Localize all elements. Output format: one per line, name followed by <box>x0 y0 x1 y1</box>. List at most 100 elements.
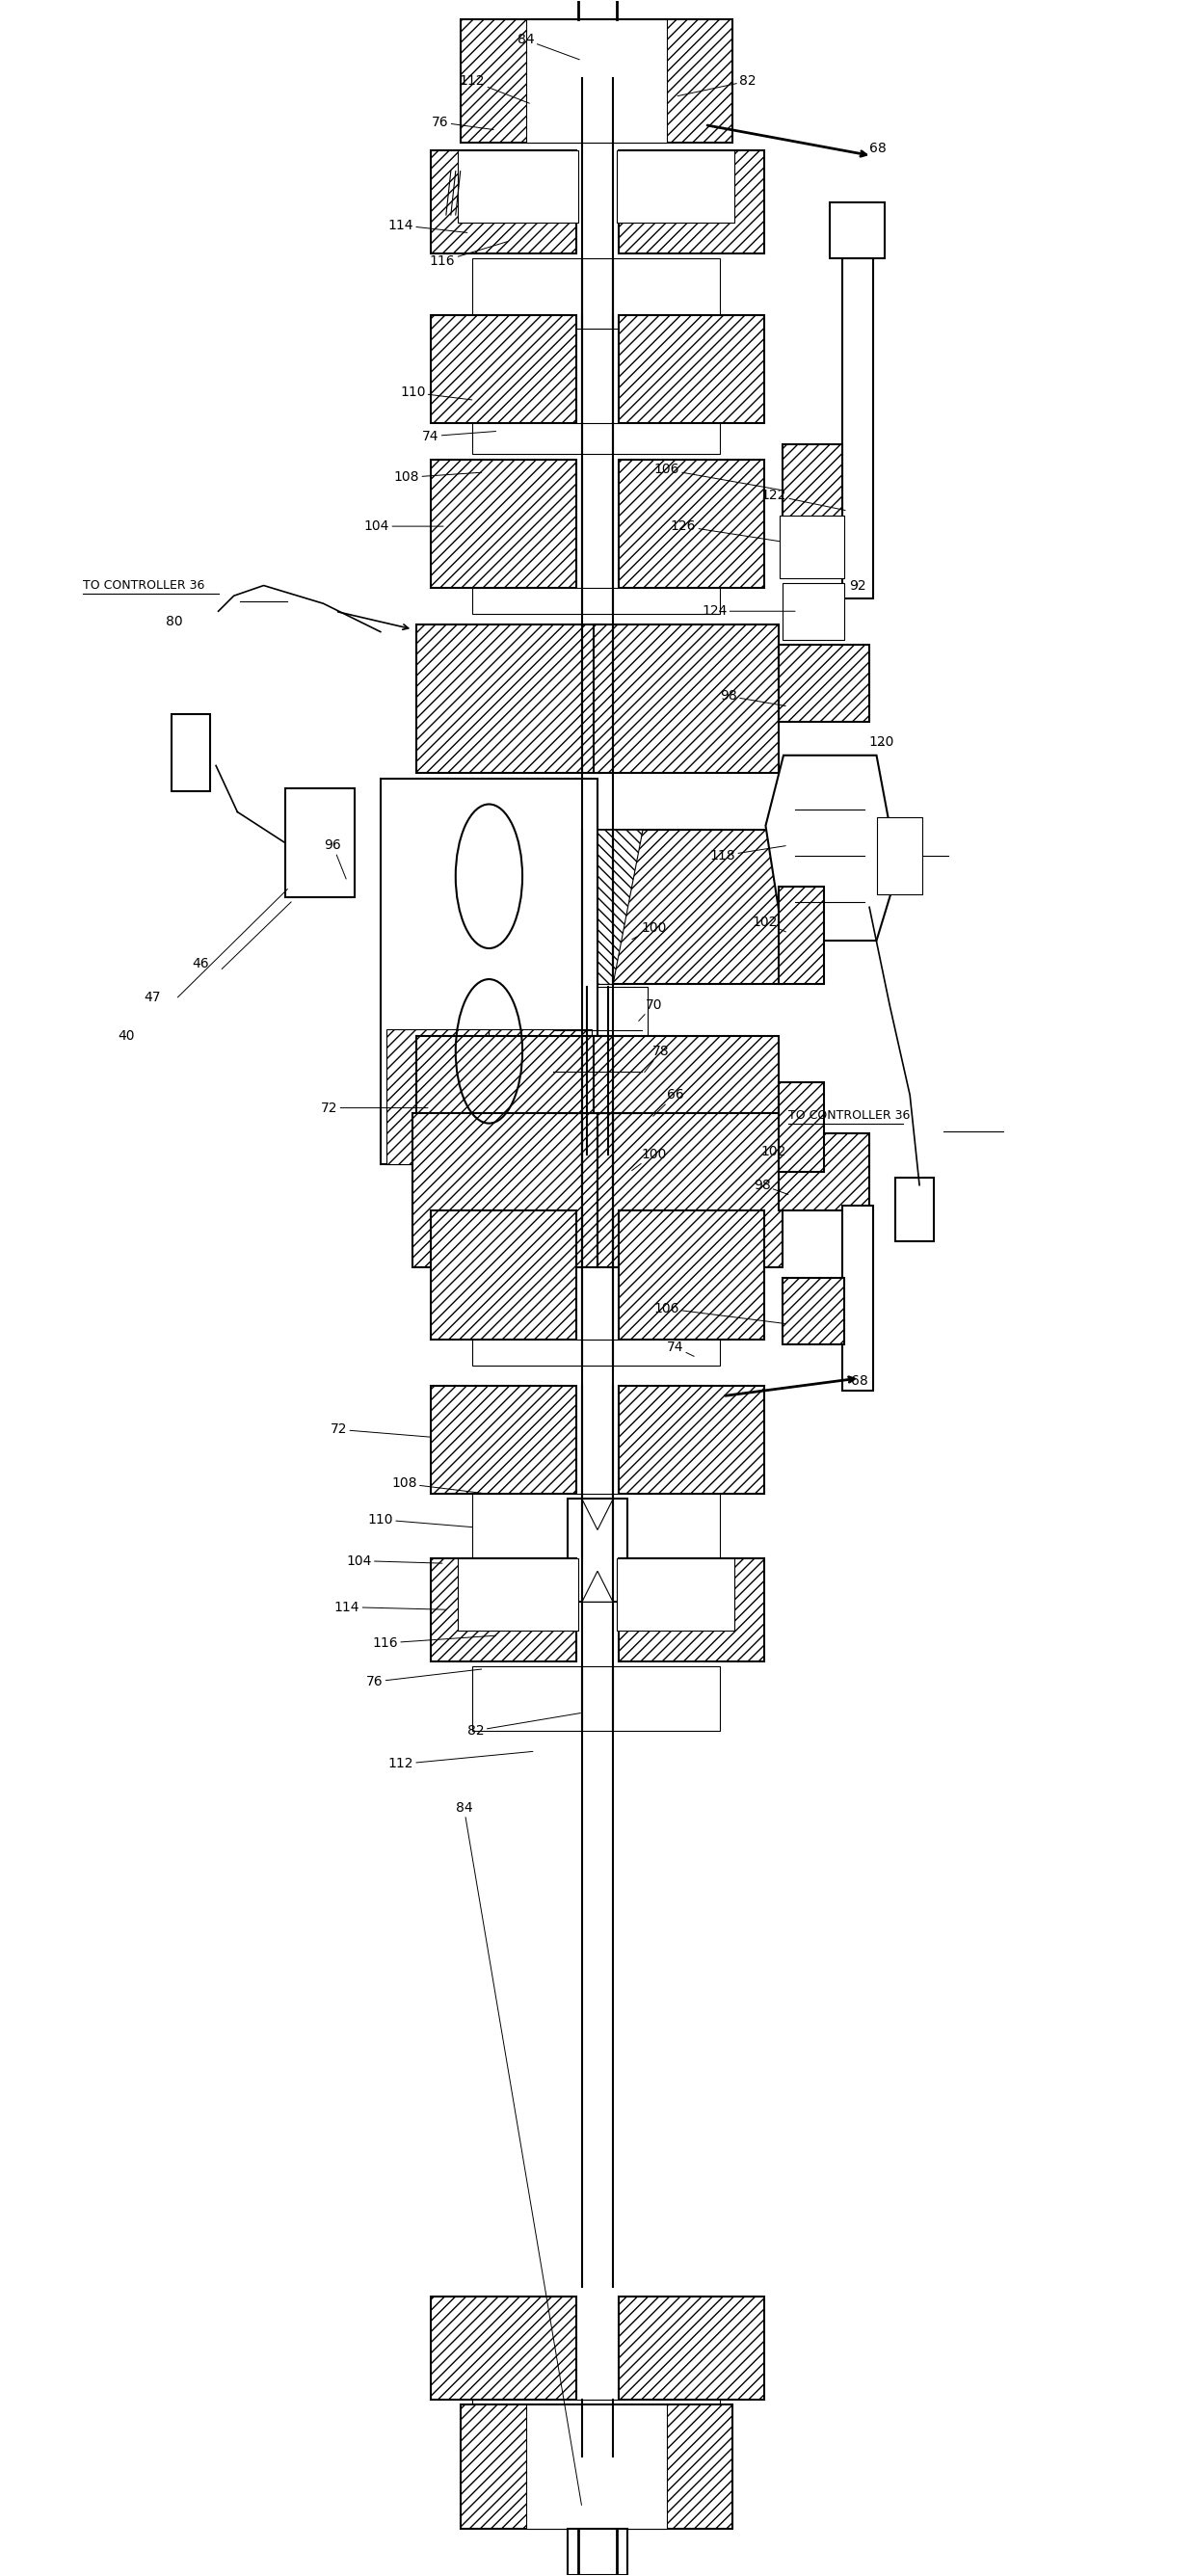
Bar <box>619 2298 765 2401</box>
Bar <box>472 258 721 327</box>
Text: 76: 76 <box>431 116 494 129</box>
Bar <box>619 1386 765 1494</box>
Bar <box>286 788 354 896</box>
Bar <box>430 314 576 422</box>
Bar <box>547 987 648 1154</box>
Bar <box>472 422 721 453</box>
Bar <box>472 2401 721 2458</box>
Bar <box>568 2527 627 2573</box>
Bar <box>783 443 842 520</box>
Bar <box>876 817 921 894</box>
Text: 84: 84 <box>517 33 580 59</box>
Text: 100: 100 <box>632 922 667 940</box>
Text: 74: 74 <box>422 430 496 443</box>
Polygon shape <box>766 755 897 940</box>
Bar <box>430 1386 576 1494</box>
Bar <box>489 1030 592 1164</box>
Text: 104: 104 <box>364 520 443 533</box>
Text: 108: 108 <box>392 1476 485 1494</box>
Text: 72: 72 <box>320 1100 428 1115</box>
Bar <box>779 1082 825 1172</box>
Bar <box>619 149 765 252</box>
Text: 112: 112 <box>388 1752 533 1770</box>
Text: 124: 124 <box>701 605 795 618</box>
Bar <box>619 314 765 422</box>
Text: 114: 114 <box>388 219 467 232</box>
Text: 40: 40 <box>118 1028 135 1043</box>
Text: 104: 104 <box>347 1553 442 1569</box>
Text: 96: 96 <box>324 840 347 878</box>
Text: 112: 112 <box>460 75 529 103</box>
Text: 98: 98 <box>754 1177 789 1195</box>
Bar <box>526 21 667 142</box>
Bar <box>458 149 578 222</box>
Bar <box>842 1206 872 1391</box>
Bar <box>619 1211 765 1340</box>
Bar <box>619 459 765 587</box>
Polygon shape <box>582 1571 613 1602</box>
Text: 47: 47 <box>145 989 161 1005</box>
Bar <box>842 258 872 598</box>
Bar <box>783 1278 845 1345</box>
Text: 100: 100 <box>632 1146 667 1170</box>
Text: 92: 92 <box>848 580 866 592</box>
Bar <box>780 515 845 577</box>
Text: 84: 84 <box>455 1801 582 2504</box>
Text: 122: 122 <box>761 489 845 510</box>
Bar <box>617 1558 735 1631</box>
Text: 114: 114 <box>335 1600 446 1613</box>
Bar <box>412 1113 598 1267</box>
Bar <box>472 587 721 613</box>
Text: 110: 110 <box>400 386 472 399</box>
Bar <box>380 778 598 1164</box>
Text: 66: 66 <box>654 1087 684 1115</box>
Bar <box>430 149 576 252</box>
Text: TO CONTROLLER 36: TO CONTROLLER 36 <box>789 1110 911 1123</box>
Bar <box>472 1340 721 1365</box>
Bar <box>472 1494 721 1558</box>
Bar <box>779 886 825 984</box>
Text: 76: 76 <box>366 1669 482 1687</box>
Bar <box>594 1036 779 1185</box>
Text: 78: 78 <box>644 1043 669 1072</box>
Text: 70: 70 <box>638 997 662 1020</box>
Bar <box>895 1177 933 1242</box>
Bar <box>412 829 598 984</box>
Bar <box>568 1499 627 1602</box>
Bar <box>472 1667 721 1731</box>
Bar <box>779 1133 869 1211</box>
Text: 120: 120 <box>869 737 894 750</box>
Bar <box>526 2406 667 2527</box>
Text: 118: 118 <box>710 845 785 863</box>
Text: 102: 102 <box>752 917 786 933</box>
Bar <box>430 459 576 587</box>
Bar <box>460 2406 733 2527</box>
Text: 110: 110 <box>368 1512 472 1528</box>
Text: 46: 46 <box>192 958 209 971</box>
Bar <box>617 149 735 222</box>
Text: 106: 106 <box>654 464 779 489</box>
Text: 106: 106 <box>654 1301 785 1324</box>
Polygon shape <box>552 829 643 984</box>
Bar <box>430 1211 576 1340</box>
Text: 82: 82 <box>467 1713 581 1736</box>
Bar <box>430 1558 576 1662</box>
Bar <box>598 829 783 984</box>
Polygon shape <box>582 1499 613 1530</box>
Bar <box>430 2298 576 2401</box>
Text: 72: 72 <box>330 1422 430 1437</box>
Bar <box>831 201 884 258</box>
Bar <box>594 623 779 773</box>
Text: 108: 108 <box>394 471 482 484</box>
Bar <box>619 1558 765 1662</box>
Text: 102: 102 <box>761 1144 791 1159</box>
Bar <box>779 644 869 721</box>
Text: 126: 126 <box>670 520 779 541</box>
Text: TO CONTROLLER 36: TO CONTROLLER 36 <box>82 580 204 592</box>
Bar <box>598 1113 783 1267</box>
Bar <box>416 623 601 773</box>
Text: 116: 116 <box>373 1636 496 1649</box>
Text: 116: 116 <box>430 242 508 268</box>
Text: 80: 80 <box>166 616 183 629</box>
Bar <box>783 582 845 639</box>
